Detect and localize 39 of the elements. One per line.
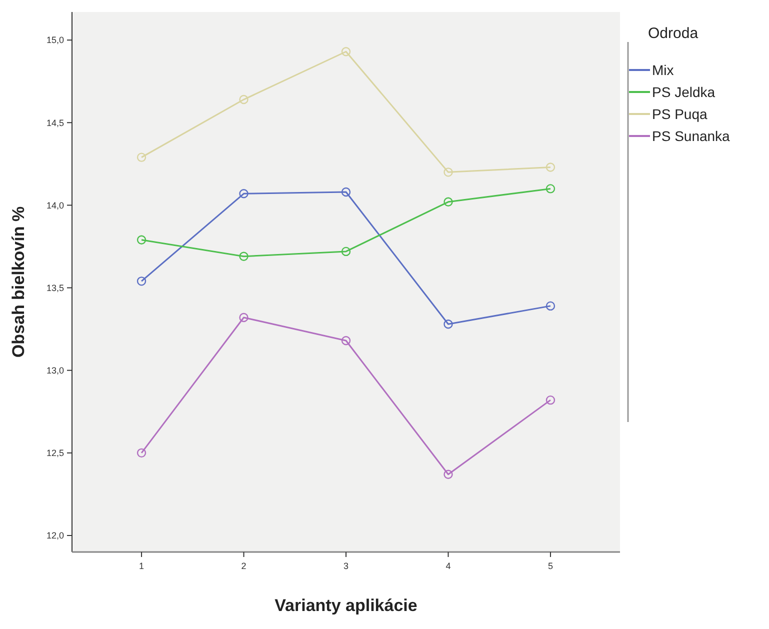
y-tick-label: 13,5 [46,282,64,293]
x-tick-label: 2 [241,561,246,571]
point [239,312,248,322]
point [444,168,453,177]
legend-label: PS Sunanka [652,128,730,144]
point [239,189,248,198]
point [444,197,453,207]
legend-label: Mix [652,62,674,78]
y-tick-label: 12,0 [46,530,64,541]
y-tick-label: 13,0 [46,366,64,376]
point [546,162,556,172]
point [546,184,556,194]
point [136,276,146,286]
point [341,336,351,346]
point [239,94,248,104]
point [136,235,146,244]
point [239,252,248,262]
point [546,301,556,311]
legend-label: PS Puqa [652,106,708,122]
point [341,246,351,256]
y-tick-label: 14,5 [46,118,64,128]
legend-title: Odroda [648,25,699,42]
y-tick-label: 15,0 [46,35,64,46]
point [341,47,351,56]
x-axis-title: Varianty aplikácie [274,596,418,615]
point [136,448,146,458]
point [136,152,146,162]
y-tick-label: 12,5 [46,448,64,458]
y-axis-title: Obsah bielkovín % [9,206,28,358]
point [546,395,556,405]
x-tick-label: 5 [548,561,553,571]
y-tick-label: 14,0 [46,200,64,210]
legend-label: PS Jeldka [652,84,716,100]
point [444,470,453,479]
x-tick-label: 3 [343,561,349,571]
x-tick-label: 1 [139,561,144,571]
x-tick-label: 4 [446,561,451,571]
point [444,320,453,329]
point [341,187,351,197]
